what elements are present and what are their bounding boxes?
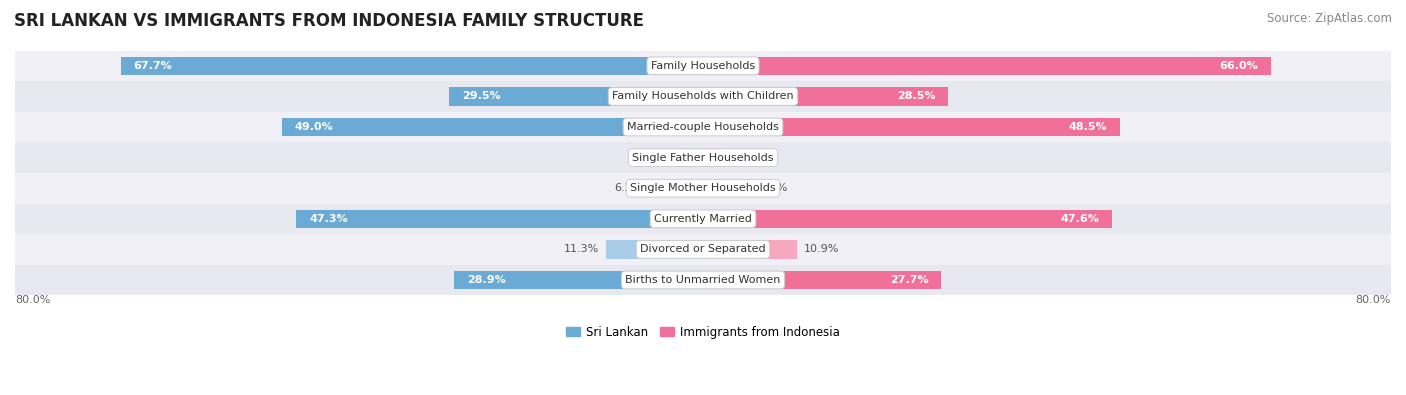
Bar [703, 210, 1112, 228]
Text: 49.0%: 49.0% [294, 122, 333, 132]
Text: 47.3%: 47.3% [309, 214, 347, 224]
Text: 29.5%: 29.5% [463, 91, 501, 102]
Text: Single Father Households: Single Father Households [633, 152, 773, 163]
Text: Divorced or Separated: Divorced or Separated [640, 245, 766, 254]
Text: 2.4%: 2.4% [647, 152, 675, 163]
Text: 2.2%: 2.2% [728, 152, 758, 163]
Bar [703, 271, 941, 289]
Bar [15, 112, 1391, 142]
Text: Family Households with Children: Family Households with Children [612, 91, 794, 102]
Text: Currently Married: Currently Married [654, 214, 752, 224]
Bar [703, 118, 1121, 136]
Legend: Sri Lankan, Immigrants from Indonesia: Sri Lankan, Immigrants from Indonesia [561, 321, 845, 343]
Text: 10.9%: 10.9% [804, 245, 839, 254]
Text: 28.9%: 28.9% [467, 275, 506, 285]
Text: 27.7%: 27.7% [890, 275, 928, 285]
Text: 11.3%: 11.3% [564, 245, 599, 254]
Text: 5.7%: 5.7% [759, 183, 787, 193]
Text: 28.5%: 28.5% [897, 91, 935, 102]
Bar [450, 87, 703, 105]
Bar [703, 240, 797, 259]
Text: 48.5%: 48.5% [1069, 122, 1107, 132]
Text: Married-couple Households: Married-couple Households [627, 122, 779, 132]
Bar [15, 265, 1391, 295]
Bar [297, 210, 703, 228]
Bar [454, 271, 703, 289]
Text: 6.2%: 6.2% [614, 183, 643, 193]
Text: 67.7%: 67.7% [134, 61, 173, 71]
Bar [703, 179, 752, 198]
Bar [703, 149, 721, 167]
Bar [121, 56, 703, 75]
Text: Single Mother Households: Single Mother Households [630, 183, 776, 193]
Bar [606, 240, 703, 259]
Bar [15, 234, 1391, 265]
Bar [682, 149, 703, 167]
Bar [15, 142, 1391, 173]
Bar [15, 203, 1391, 234]
Text: 66.0%: 66.0% [1219, 61, 1258, 71]
Bar [15, 173, 1391, 203]
Text: 47.6%: 47.6% [1060, 214, 1099, 224]
Bar [281, 118, 703, 136]
Text: 80.0%: 80.0% [1355, 295, 1391, 305]
Text: 80.0%: 80.0% [15, 295, 51, 305]
Text: Births to Unmarried Women: Births to Unmarried Women [626, 275, 780, 285]
Bar [15, 51, 1391, 81]
Text: Family Households: Family Households [651, 61, 755, 71]
Text: Source: ZipAtlas.com: Source: ZipAtlas.com [1267, 12, 1392, 25]
Bar [15, 81, 1391, 112]
Bar [703, 56, 1271, 75]
Bar [650, 179, 703, 198]
Text: SRI LANKAN VS IMMIGRANTS FROM INDONESIA FAMILY STRUCTURE: SRI LANKAN VS IMMIGRANTS FROM INDONESIA … [14, 12, 644, 30]
Bar [703, 87, 948, 105]
